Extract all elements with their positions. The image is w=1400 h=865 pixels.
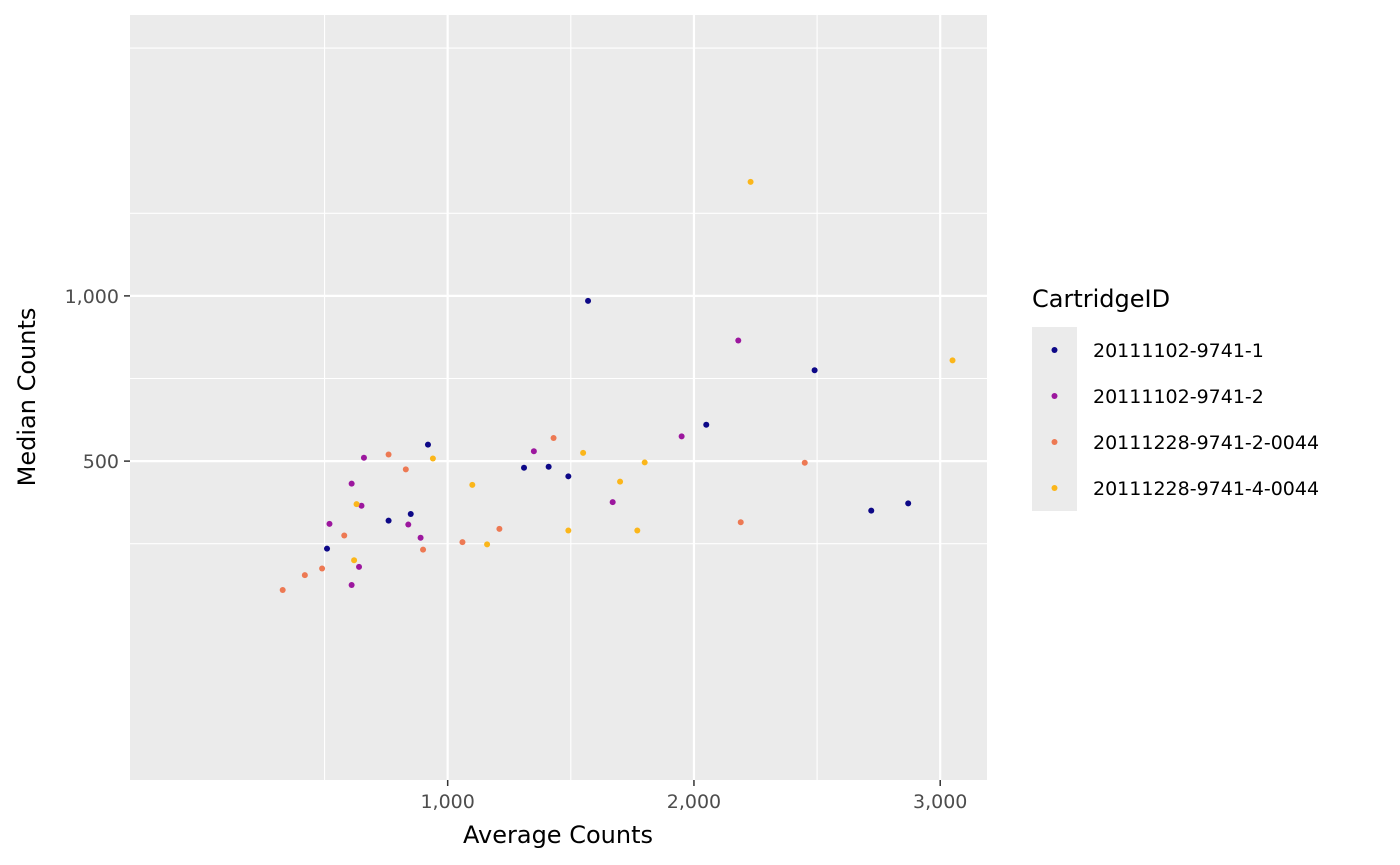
data-point [459,539,466,546]
data-point [351,557,358,564]
x-tick-label: 3,000 [913,791,967,813]
data-point [407,510,414,517]
legend-marker [1051,485,1058,491]
data-point [735,337,742,344]
data-point [641,459,648,466]
data-point [484,541,491,548]
data-points [279,178,956,593]
data-point [348,582,355,589]
data-point [634,527,641,534]
data-point [279,586,286,593]
legend-marker [1051,347,1058,353]
data-point [565,473,572,480]
data-point [580,449,587,456]
legend-title: CartridgeID [1032,285,1170,313]
data-point [703,421,710,428]
x-axis: 1,000 2,000 3,000 [420,780,967,813]
legend: CartridgeID 20111102-9741-120111102-9741… [1032,285,1319,511]
data-point [319,565,326,572]
data-point [469,481,476,488]
y-axis: 500 1,000 [65,286,130,473]
legend-items: 20111102-9741-1 20111102-9741-2 20111228-9… [1032,327,1319,511]
data-point [405,521,412,528]
data-point [417,534,424,541]
legend-label: 20111228-9741-4-0044 [1093,478,1319,500]
data-point [747,178,754,185]
data-point [385,517,392,524]
data-point [324,545,331,552]
data-point [565,527,572,534]
data-point [530,448,537,455]
data-point [360,454,367,461]
legend-label: 20111102-9741-2 [1093,386,1264,408]
y-axis-title: Median Counts [13,308,41,487]
data-point [496,525,503,532]
data-point [737,519,744,526]
y-tick-label: 500 [83,451,119,473]
data-point [353,501,360,508]
data-point [424,441,431,448]
x-axis-title: Average Counts [463,821,653,849]
y-tick-label: 1,000 [65,286,119,308]
data-point [326,520,333,527]
data-point [356,563,363,570]
legend-marker [1051,439,1058,445]
x-tick-label: 2,000 [667,791,721,813]
data-point [420,546,427,553]
data-point [550,434,557,441]
data-point [385,451,392,458]
data-point [949,357,956,364]
data-point [617,478,624,485]
data-point [348,480,355,487]
legend-label: 20111228-9741-2-0044 [1093,432,1319,454]
grid-minor [130,15,987,780]
data-point [868,507,875,514]
data-point [301,572,308,579]
legend-marker [1051,393,1058,399]
data-point [545,463,552,470]
plot-panel [130,15,987,780]
data-point [429,455,436,462]
x-tick-label: 1,000 [420,791,474,813]
data-point [585,297,592,304]
grid-major [130,15,987,780]
data-point [678,433,685,440]
data-point [905,500,912,507]
data-point [358,502,365,509]
data-point [521,464,528,471]
data-point [811,367,818,374]
data-point [609,499,616,506]
data-point [801,459,808,466]
data-point [402,466,409,473]
legend-label: 20111102-9741-1 [1093,340,1264,362]
data-point [341,532,348,539]
